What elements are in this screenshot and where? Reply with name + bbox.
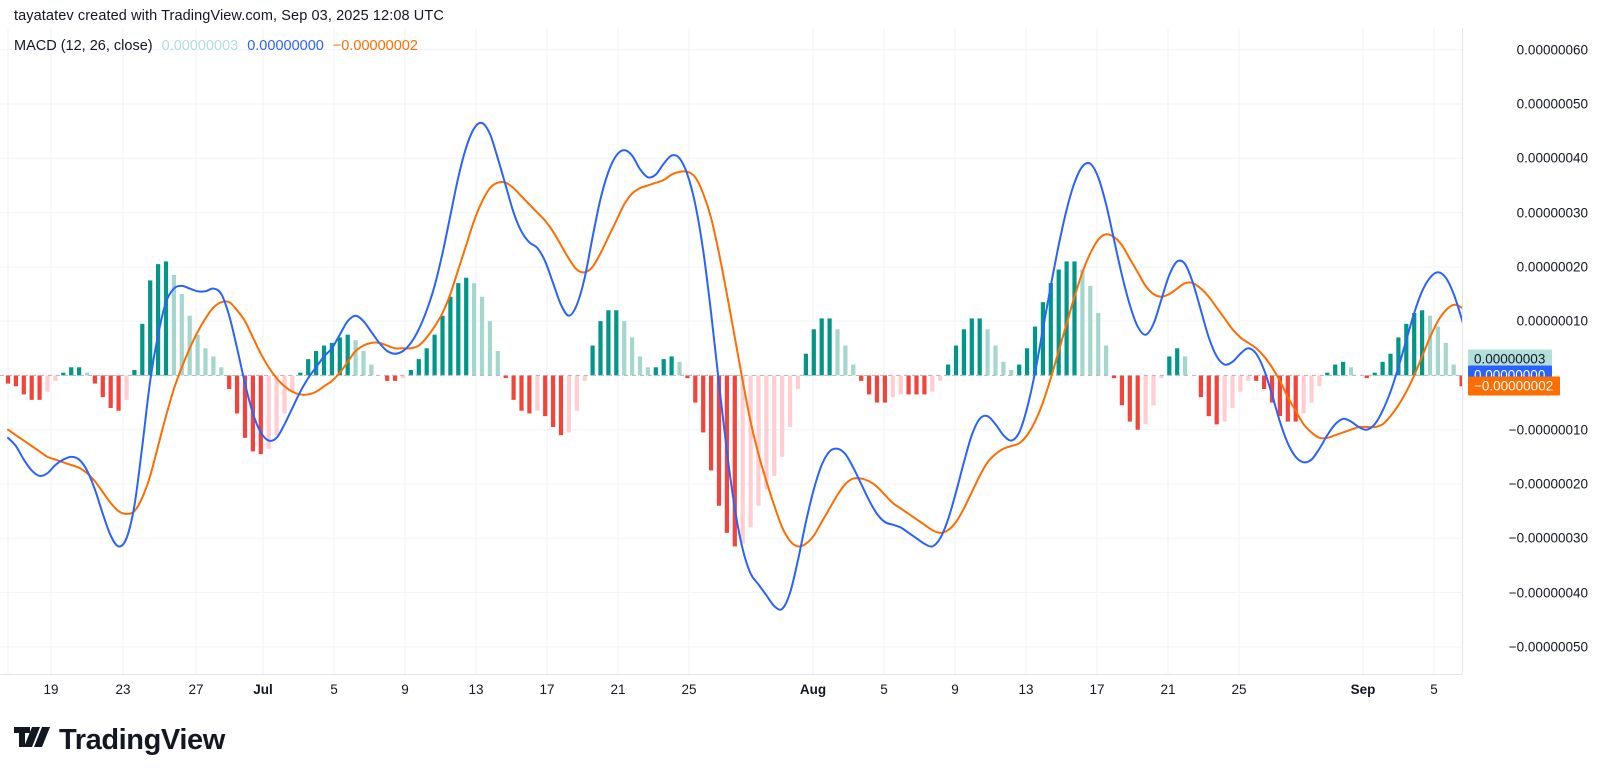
price-axis-tick: 0.00000050 (1516, 96, 1588, 112)
tradingview-wordmark: TradingView (59, 724, 225, 756)
price-axis-tick: 0.00000060 (1516, 42, 1588, 58)
time-axis-tick: 17 (539, 682, 555, 697)
price-axis-tick: 0.00000030 (1516, 205, 1588, 221)
time-axis-tick: 19 (43, 682, 59, 697)
price-axis-tick: −0.00000010 (1508, 422, 1588, 438)
price-axis[interactable]: 0.00000060 0.00000050 0.00000040 0.00000030… (1462, 28, 1600, 674)
price-axis-tick: 0.00000010 (1516, 313, 1588, 329)
tradingview-logo-icon (14, 727, 50, 747)
histogram-price-badge[interactable]: 0.00000003 (1468, 349, 1553, 369)
time-axis-tick: 13 (468, 682, 484, 697)
signal-line-series (7, 170, 1462, 548)
time-axis-tick: 21 (1160, 682, 1176, 697)
price-axis-tick: −0.00000050 (1508, 639, 1588, 655)
time-axis-tick: 27 (188, 682, 204, 697)
signal-price-badge[interactable]: −0.00000002 (1468, 376, 1561, 396)
chart-frame: MACD (12, 26, close) 0.00000003 0.000000… (0, 28, 1600, 702)
time-axis-tick: Jul (253, 682, 273, 697)
time-axis-tick: 25 (1231, 682, 1247, 697)
time-axis-tick: 25 (681, 682, 697, 697)
price-axis-tick: −0.00000030 (1508, 530, 1588, 546)
plot-area[interactable] (0, 28, 1462, 674)
time-axis-tick: 5 (1430, 682, 1438, 697)
time-axis-tick: 5 (880, 682, 888, 697)
price-axis-tick: −0.00000040 (1508, 585, 1588, 601)
time-axis-tick: 9 (401, 682, 409, 697)
time-axis-tick: 23 (115, 682, 131, 697)
price-axis-tick: −0.00000020 (1508, 476, 1588, 492)
footer: TradingView (0, 702, 1600, 779)
macd-plot-svg (0, 28, 1462, 674)
time-axis[interactable]: 19 23 27 Jul 5 9 13 17 21 25 Aug 5 9 13 17 21 25 Sep 5 (0, 674, 1462, 702)
time-axis-tick: 17 (1089, 682, 1105, 697)
attribution-text: tayatatev created with TradingView.com, … (14, 8, 444, 24)
price-axis-tick: 0.00000020 (1516, 259, 1588, 275)
macd-line-series (7, 121, 1462, 611)
tradingview-logo: TradingView (14, 724, 225, 757)
price-axis-tick: 0.00000040 (1516, 150, 1588, 166)
time-axis-tick: Sep (1350, 682, 1376, 697)
time-axis-tick: 21 (610, 682, 626, 697)
time-axis-tick: 9 (951, 682, 959, 697)
time-axis-tick: Aug (799, 682, 827, 697)
time-axis-tick: 13 (1018, 682, 1034, 697)
time-axis-tick: 5 (330, 682, 338, 697)
